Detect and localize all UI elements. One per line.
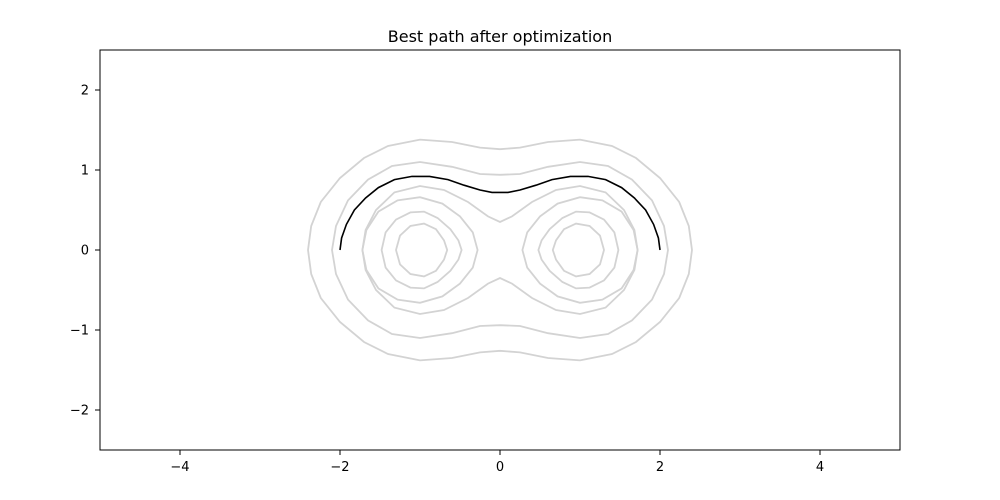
- x-tick-label: 4: [816, 460, 824, 475]
- contour-line: [395, 222, 449, 278]
- contour-line: [537, 210, 620, 290]
- y-tick-label: 2: [81, 84, 89, 99]
- x-tick-label: −4: [170, 460, 189, 475]
- best-path-line: [339, 175, 661, 251]
- y-tick-label: 1: [81, 164, 89, 179]
- x-tick-label: 0: [496, 460, 504, 475]
- contour-line: [307, 138, 693, 362]
- contour-line: [380, 210, 463, 290]
- contour-layer: [307, 138, 693, 362]
- y-tick-label: −2: [70, 404, 89, 419]
- contour-line: [521, 196, 639, 304]
- x-tick-label: −2: [330, 460, 349, 475]
- contour-line: [551, 222, 605, 278]
- contour-line: [361, 185, 639, 315]
- chart-title: Best path after optimization: [388, 27, 612, 46]
- y-tick-label: −1: [70, 324, 89, 339]
- path-layer: [339, 175, 661, 251]
- y-tick-label: 0: [81, 244, 89, 259]
- contour-line: [361, 196, 479, 304]
- x-axis-ticks: −4 −2 0 2 4: [170, 450, 824, 475]
- contour-line: [331, 161, 669, 339]
- x-tick-label: 2: [656, 460, 664, 475]
- y-axis-ticks: −2 −1 0 1 2: [70, 84, 100, 419]
- plot-frame: [99, 49, 901, 451]
